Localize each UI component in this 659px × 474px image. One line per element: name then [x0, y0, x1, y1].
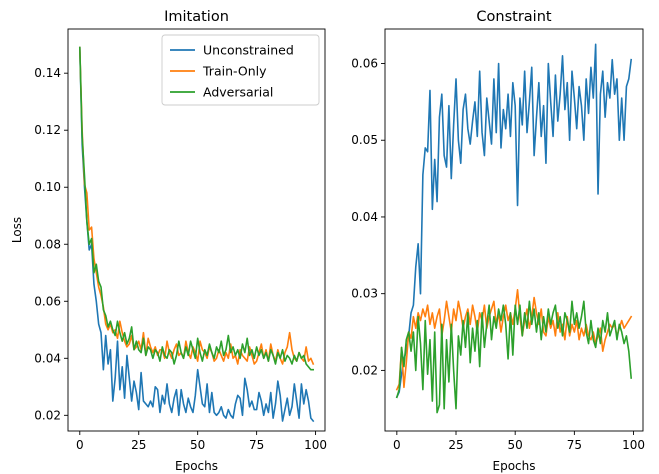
x-tick-label: 100: [622, 438, 645, 452]
y-tick-label: 0.02: [351, 363, 378, 377]
plot-frame: [67, 28, 326, 432]
y-axis-label: Loss: [10, 217, 24, 243]
y-tick-label: 0.04: [351, 210, 378, 224]
x-axis-label: Epochs: [493, 459, 536, 473]
x-tick-label: 0: [393, 438, 401, 452]
x-tick-label: 75: [249, 438, 264, 452]
legend-entry: Unconstrained: [203, 43, 294, 58]
y-tick-label: 0.06: [34, 294, 61, 308]
x-tick-label: 25: [448, 438, 463, 452]
y-tick-label: 0.05: [351, 133, 378, 147]
y-tick-label: 0.08: [34, 237, 61, 251]
series-line-unconstrained: [78, 46, 315, 423]
imitation-panel: 0 25 50 75 100 0.02 0.04 0.06 0.08 0.10 0.12 0.14 Im…: [10, 9, 327, 473]
x-tick-label: 0: [76, 438, 84, 452]
chart-title: Constraint: [476, 9, 551, 25]
chart-title: Imitation: [164, 9, 229, 25]
y-tick-label: 0.12: [34, 123, 61, 137]
legend-entry: Train-Only: [202, 64, 267, 79]
series-line-unconstrained: [395, 43, 633, 399]
legend-box: [161, 34, 320, 106]
y-tick-label: 0.04: [34, 351, 61, 365]
y-tick-label: 0.03: [351, 287, 378, 301]
series-line-adversarial: [78, 46, 315, 371]
x-tick-label: 50: [508, 438, 523, 452]
constraint-panel: 0 25 50 75 100 0.02 0.03 0.04 0.05 0.06 Constraint…: [351, 9, 645, 473]
x-tick-label: 100: [304, 438, 327, 452]
y-tick-label: 0.10: [34, 180, 61, 194]
legend-entry: Adversarial: [203, 85, 273, 100]
y-tick-label: 0.14: [34, 66, 61, 80]
plot-frame: [384, 28, 644, 432]
series-line-adversarial: [395, 300, 633, 414]
x-tick-label: 75: [567, 438, 582, 452]
x-tick-label: 50: [190, 438, 205, 452]
y-tick-label: 0.06: [351, 57, 378, 71]
legend: Unconstrained Train-Only Adversarial: [161, 34, 320, 106]
y-tick-label: 0.02: [34, 408, 61, 422]
x-tick-label: 25: [131, 438, 146, 452]
x-axis-label: Epochs: [175, 459, 218, 473]
